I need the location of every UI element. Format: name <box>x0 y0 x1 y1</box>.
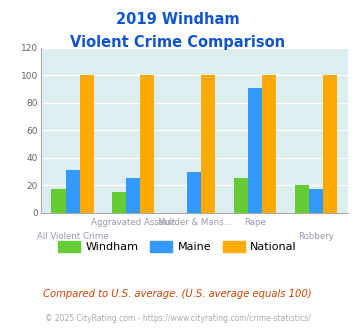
Text: Aggravated Assault: Aggravated Assault <box>91 218 176 227</box>
Bar <box>141 75 154 213</box>
Bar <box>262 75 276 213</box>
Bar <box>323 75 337 213</box>
Bar <box>295 185 309 213</box>
Text: Murder & Mans...: Murder & Mans... <box>158 218 231 227</box>
Legend: Windham, Maine, National: Windham, Maine, National <box>54 237 301 257</box>
Text: Violent Crime Comparison: Violent Crime Comparison <box>70 35 285 50</box>
Bar <box>187 172 201 213</box>
Bar <box>234 179 248 213</box>
Text: © 2025 CityRating.com - https://www.cityrating.com/crime-statistics/: © 2025 CityRating.com - https://www.city… <box>45 314 310 323</box>
Text: Compared to U.S. average. (U.S. average equals 100): Compared to U.S. average. (U.S. average … <box>43 289 312 299</box>
Bar <box>248 88 262 213</box>
Bar <box>66 170 80 213</box>
Bar <box>309 189 323 213</box>
Bar <box>201 75 215 213</box>
Text: Rape: Rape <box>244 218 266 227</box>
Text: All Violent Crime: All Violent Crime <box>37 232 108 241</box>
Bar <box>113 192 126 213</box>
Text: 2019 Windham: 2019 Windham <box>116 12 239 26</box>
Bar <box>126 179 141 213</box>
Text: Robbery: Robbery <box>298 232 334 241</box>
Bar <box>80 75 93 213</box>
Bar <box>51 189 66 213</box>
